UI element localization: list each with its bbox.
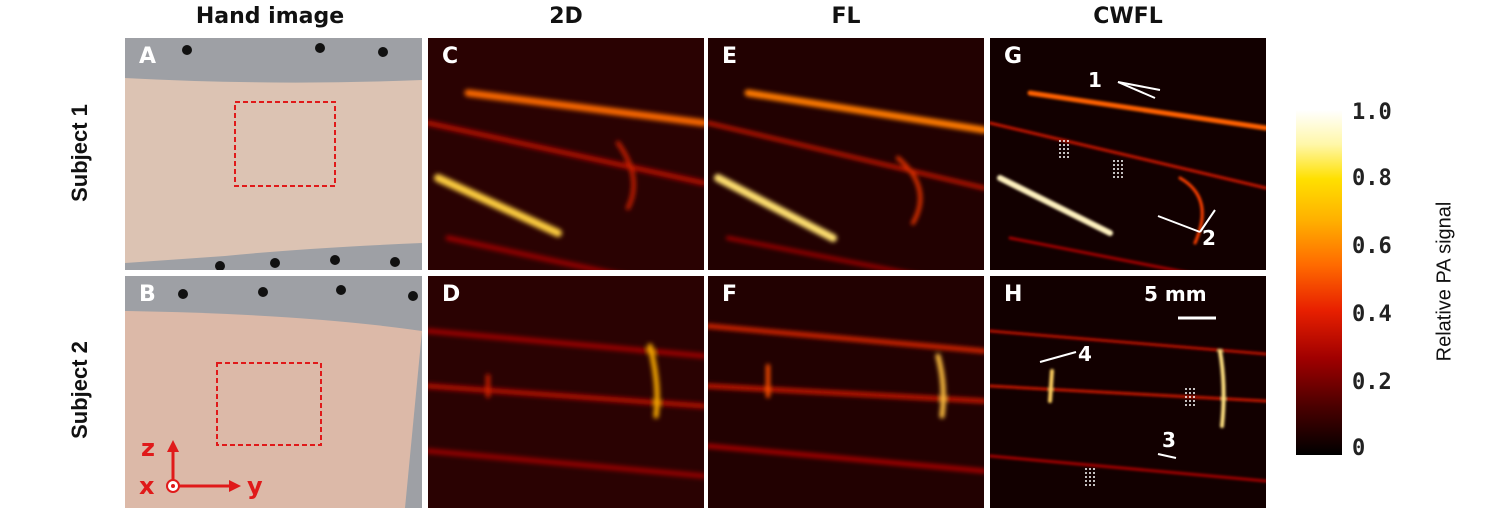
annotation-vessel-1: 1 <box>1088 68 1102 92</box>
column-title-hand-image: Hand image <box>195 4 345 29</box>
annotation-vessel-3: 3 <box>1162 428 1176 452</box>
pa-image-cwfl-subject-1: G 1 2 <box>990 38 1266 270</box>
pa-image-2d-subject-1: C <box>428 38 704 270</box>
panel-label-d: D <box>442 282 461 307</box>
pa-image-2d-subject-2: D <box>428 276 704 508</box>
column-title-cwfl: CWFL <box>1093 4 1163 29</box>
axis-label-x: x <box>139 472 155 500</box>
pa-image-cwfl-subject-2-image <box>990 276 1266 508</box>
pa-image-fl-subject-2: F <box>708 276 984 508</box>
hand-photo-subject-2: B z x y <box>125 276 422 508</box>
axis-label-y: y <box>247 472 263 500</box>
panel-label-e: E <box>722 44 738 69</box>
hand-photo-subject-1-image <box>125 38 422 270</box>
panel-label-g: G <box>1004 44 1023 69</box>
pa-image-2d-subject-2-image <box>428 276 704 508</box>
colorbar-tick: 0.2 <box>1352 370 1392 395</box>
hand-photo-subject-2-image <box>125 276 422 508</box>
colorbar-tick: 0.4 <box>1352 302 1392 327</box>
hand-photo-subject-1: A <box>125 38 422 270</box>
panel-label-a: A <box>139 44 157 69</box>
panel-label-h: H <box>1004 282 1023 307</box>
row-label-subject-2: Subject 2 <box>67 341 92 439</box>
pa-image-fl-subject-2-image <box>708 276 984 508</box>
colorbar-tick: 0.6 <box>1352 234 1392 259</box>
colorbar-tick: 0.8 <box>1352 166 1392 191</box>
colorbar-tick: 1.0 <box>1352 100 1392 125</box>
annotation-vessel-2: 2 <box>1202 226 1216 250</box>
axis-label-z: z <box>141 434 155 462</box>
pa-image-2d-subject-1-image <box>428 38 704 270</box>
column-title-2d: 2D <box>549 4 583 29</box>
pa-image-cwfl-subject-1-image <box>990 38 1266 270</box>
panel-label-c: C <box>442 44 459 69</box>
pa-image-cwfl-subject-2: H 5 mm 4 3 <box>990 276 1266 508</box>
annotation-vessel-4: 4 <box>1078 342 1092 366</box>
colorbar <box>1296 110 1342 455</box>
colorbar-title: Relative PA signal <box>1433 201 1456 362</box>
pa-image-fl-subject-1: E <box>708 38 984 270</box>
pa-image-fl-subject-1-image <box>708 38 984 270</box>
panel-label-b: B <box>139 282 156 307</box>
row-label-subject-1: Subject 1 <box>67 104 92 202</box>
colorbar-tick: 0 <box>1352 436 1366 461</box>
column-title-fl: FL <box>831 4 861 29</box>
scale-bar-label: 5 mm <box>1144 282 1207 306</box>
panel-label-f: F <box>722 282 738 307</box>
